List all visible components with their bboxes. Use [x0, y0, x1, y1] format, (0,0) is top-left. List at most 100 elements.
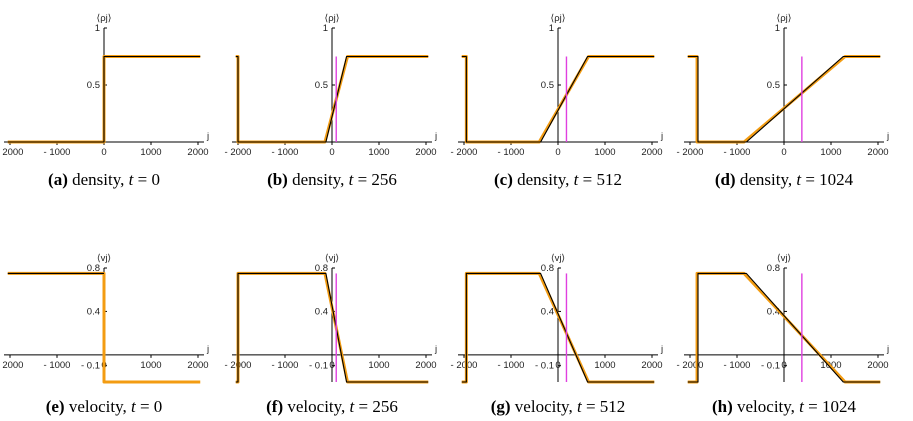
panel-caption: (f) velocity, t = 256: [227, 397, 437, 417]
x-axis-label: j: [660, 344, 663, 355]
caption-time-value: = 512: [585, 397, 626, 416]
caption-time-symbol: t: [576, 397, 582, 416]
x-tick-label: - 2000: [225, 147, 252, 158]
x-tick-label: 1000: [594, 360, 615, 371]
panel-caption: (e) velocity, t = 0: [0, 397, 209, 417]
chart-panel: - 2000 - 1000 0 1000 2000 j 1 0.5 ⟨ρj⟩: [451, 8, 682, 162]
x-axis-label: j: [206, 344, 209, 355]
chart-svg: - 2000- 1000010002000j0.80.4- 0.1⟨vj⟩: [451, 253, 663, 384]
caption-time-symbol: t: [348, 170, 354, 189]
y-tick-label: 0.8: [767, 263, 780, 274]
chart-svg: - 2000- 1000010002000j0.80.4- 0.1⟨vj⟩: [0, 253, 209, 384]
caption-time-symbol: t: [349, 397, 355, 416]
x-tick-label: - 1000: [44, 147, 71, 158]
chart-panel: - 2000 - 1000 0 1000 2000 j 1 0.5 ⟨ρj⟩: [677, 8, 908, 162]
caption-letter: (c): [494, 170, 513, 189]
caption-time-symbol: t: [573, 170, 579, 189]
x-tick-label: 1000: [368, 360, 389, 371]
y-axis-label: ⟨vj⟩: [325, 253, 340, 264]
y-axis-label: ⟨ρj⟩: [777, 13, 792, 24]
y-tick-label: 0.4: [87, 306, 100, 317]
x-tick-label: - 2000: [0, 147, 23, 158]
x-tick-label: 1000: [140, 147, 161, 158]
chart-panel: - 2000- 1000010002000j0.80.4- 0.1⟨vj⟩: [0, 248, 228, 402]
y-tick-label: 1: [775, 23, 780, 34]
panel-caption: (h) velocity, t = 1024: [679, 397, 889, 417]
caption-letter: (g): [490, 397, 511, 416]
y-tick-label: 1: [323, 23, 328, 34]
panel-caption: (d) density, t = 1024: [679, 170, 889, 190]
caption-letter: (a): [48, 170, 68, 189]
theory-series-line: [235, 272, 429, 383]
caption-time-symbol: t: [128, 170, 134, 189]
caption-letter: (f): [266, 397, 284, 416]
x-tick-label: 2000: [415, 147, 436, 158]
theory-series-line: [687, 55, 881, 143]
x-axis-label: j: [434, 131, 437, 142]
chart-svg: - 2000- 1000010002000j0.80.4- 0.1⟨vj⟩: [225, 253, 437, 384]
y-tick-label: 0.4: [541, 306, 554, 317]
caption-quantity: velocity,: [287, 397, 346, 416]
y-tick-label: 1: [95, 23, 100, 34]
caption-time-value: = 0: [139, 397, 163, 416]
y-tick-label: 0.8: [315, 263, 328, 274]
caption-time-symbol: t: [130, 397, 136, 416]
x-tick-label: 2000: [867, 360, 888, 371]
y-axis-label: ⟨ρj⟩: [97, 13, 112, 24]
y-axis-label: ⟨vj⟩: [777, 253, 792, 264]
chart-svg: - 2000- 1000010002000j0.80.4- 0.1⟨vj⟩: [677, 253, 889, 384]
x-tick-label: 1000: [140, 360, 161, 371]
panel-caption: (a) density, t = 0: [0, 170, 209, 190]
x-tick-label: 2000: [187, 147, 208, 158]
chart-svg: - 2000 - 1000 0 1000 2000 j 1 0.5 ⟨ρj⟩: [0, 13, 209, 158]
panel-caption: (c) density, t = 512: [453, 170, 663, 190]
y-axis-label: ⟨vj⟩: [551, 253, 566, 264]
panel-caption: (g) velocity, t = 512: [453, 397, 663, 417]
x-tick-label: 1000: [594, 147, 615, 158]
caption-letter: (b): [267, 170, 288, 189]
x-tick-label: - 1000: [498, 147, 525, 158]
x-tick-label: 0: [101, 147, 106, 158]
panel-caption: (b) density, t = 256: [227, 170, 437, 190]
x-tick-label: - 1000: [498, 360, 525, 371]
y-tick-label: 1: [549, 23, 554, 34]
y-axis-label: ⟨ρj⟩: [325, 13, 340, 24]
x-tick-label: 2000: [187, 360, 208, 371]
x-tick-label: 2000: [867, 147, 888, 158]
theory-series-line: [687, 272, 881, 383]
x-tick-label: 1000: [820, 147, 841, 158]
x-axis-label: j: [434, 344, 437, 355]
x-axis-label: j: [660, 131, 663, 142]
x-tick-label: - 1000: [724, 147, 751, 158]
x-tick-label: 0: [781, 147, 786, 158]
x-tick-label: 0: [555, 147, 560, 158]
y-tick-label: 0.5: [541, 80, 554, 91]
x-tick-label: - 2000: [677, 360, 704, 371]
x-tick-label: - 2000: [451, 147, 478, 158]
chart-svg: - 2000 - 1000 0 1000 2000 j 1 0.5 ⟨ρj⟩: [225, 13, 438, 158]
caption-quantity: density,: [292, 170, 345, 189]
y-tick-label: - 0.1: [81, 361, 100, 372]
x-tick-label: 2000: [641, 360, 662, 371]
y-tick-label: 0.8: [541, 263, 554, 274]
caption-letter: (e): [45, 397, 65, 416]
caption-time-symbol: t: [799, 397, 804, 416]
x-axis-label: j: [886, 131, 889, 142]
caption-quantity: density,: [517, 170, 570, 189]
x-tick-label: - 2000: [677, 147, 704, 158]
caption-quantity: density,: [739, 170, 793, 189]
y-tick-label: 0.4: [767, 306, 780, 317]
y-tick-label: - 0.1: [535, 361, 554, 372]
chart-panel: - 2000 - 1000 0 1000 2000 j 1 0.5 ⟨ρj⟩: [225, 8, 456, 162]
x-tick-label: 2000: [641, 147, 662, 158]
y-tick-label: 0.8: [87, 263, 100, 274]
x-tick-label: 2000: [415, 360, 436, 371]
caption-quantity: density,: [72, 170, 125, 189]
y-axis-label: ⟨ρj⟩: [551, 13, 566, 24]
caption-quantity: velocity,: [737, 397, 795, 416]
theory-series-line: [461, 272, 655, 383]
x-axis-label: j: [886, 344, 889, 355]
caption-time-value: = 1024: [805, 170, 854, 189]
chart-svg: - 2000 - 1000 0 1000 2000 j 1 0.5 ⟨ρj⟩: [451, 13, 664, 158]
